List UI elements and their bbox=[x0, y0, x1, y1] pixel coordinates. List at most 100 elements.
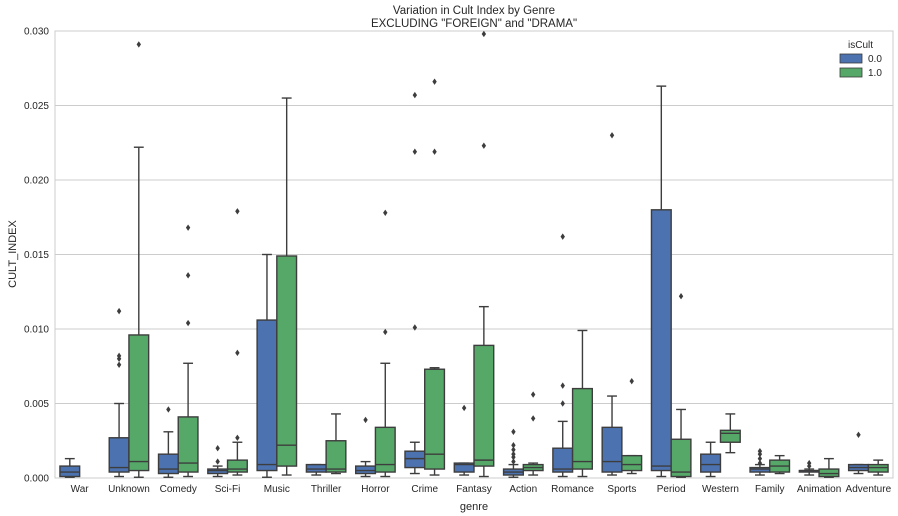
box-crime-1.0 bbox=[424, 78, 446, 476]
plot-frame bbox=[54, 30, 894, 479]
box-iqr bbox=[157, 453, 179, 475]
box-comedy-1.0 bbox=[177, 224, 199, 478]
box-action-1.0 bbox=[522, 391, 544, 476]
outlier-point bbox=[185, 224, 191, 231]
x-tick-label: Unknown bbox=[108, 484, 150, 495]
y-tick-labels: 0.000 0.005 0.010 0.015 0.020 0.025 0.030 bbox=[24, 27, 49, 485]
box-western-0.0 bbox=[700, 441, 722, 478]
x-tick-label: Western bbox=[702, 484, 739, 495]
y-tick-label: 0.005 bbox=[24, 399, 49, 410]
outlier-point bbox=[185, 319, 191, 327]
box-iqr bbox=[749, 466, 771, 473]
box-thriller-0.0 bbox=[305, 463, 327, 476]
box-unknown-1.0 bbox=[128, 41, 150, 478]
box-period-0.0 bbox=[650, 85, 672, 478]
chart-subtitle: EXCLUDING "FOREIGN" and "DRAMA" bbox=[371, 18, 577, 30]
outlier-point bbox=[363, 416, 368, 424]
box-family-1.0 bbox=[769, 454, 791, 475]
chart-title: Variation in Cult Index by Genre bbox=[393, 5, 555, 17]
outlier-point bbox=[511, 428, 516, 436]
box-sci-fi-1.0 bbox=[226, 208, 248, 476]
y-tick-label: 0.030 bbox=[24, 27, 49, 38]
box-iqr bbox=[670, 438, 692, 478]
outlier-point bbox=[481, 142, 487, 149]
outlier-point bbox=[511, 446, 516, 453]
outlier-point bbox=[511, 442, 516, 449]
x-tick-label: Adventure bbox=[846, 484, 892, 495]
box-iqr bbox=[650, 209, 672, 472]
box-romance-1.0 bbox=[571, 329, 594, 478]
outlier-point bbox=[856, 431, 861, 438]
outlier-point bbox=[116, 307, 122, 315]
legend-label-1: 1.0 bbox=[868, 68, 882, 79]
box-crime-0.0 bbox=[404, 91, 426, 475]
outlier-point bbox=[461, 404, 467, 412]
y-tick-label: 0.015 bbox=[24, 250, 49, 261]
outlier-point bbox=[235, 349, 240, 357]
outlier-point bbox=[235, 434, 240, 441]
box-war-0.0 bbox=[59, 457, 81, 478]
x-tick-label: Period bbox=[657, 484, 686, 495]
box-iqr bbox=[226, 459, 248, 473]
y-tick-label: 0.010 bbox=[24, 325, 49, 336]
outlier-point bbox=[166, 406, 171, 413]
y-tick-label: 0.025 bbox=[24, 101, 49, 112]
box-iqr bbox=[256, 319, 278, 472]
x-tick-label: Sci-Fi bbox=[215, 484, 241, 495]
x-tick-label: Family bbox=[755, 484, 784, 495]
box-music-1.0 bbox=[276, 97, 298, 476]
box-fantasy-1.0 bbox=[473, 30, 495, 478]
box-period-1.0 bbox=[670, 293, 692, 478]
x-tick-label: Fantasy bbox=[456, 484, 492, 495]
box-romance-0.0 bbox=[552, 233, 574, 478]
x-tick-label: Sports bbox=[607, 484, 636, 495]
outlier-point bbox=[215, 458, 220, 465]
outlier-point bbox=[560, 382, 565, 389]
box-unknown-0.0 bbox=[108, 307, 130, 478]
box-adventure-0.0 bbox=[847, 431, 870, 475]
box-iqr bbox=[601, 426, 623, 473]
legend-label-0: 0.0 bbox=[868, 54, 882, 65]
box-western-1.0 bbox=[719, 413, 741, 454]
outlier-point bbox=[629, 377, 634, 385]
box-iqr bbox=[354, 465, 377, 475]
x-tick-label: Horror bbox=[361, 484, 390, 495]
outlier-point bbox=[757, 459, 763, 467]
box-animation-1.0 bbox=[818, 457, 840, 478]
box-iqr bbox=[424, 368, 446, 470]
box-action-0.0 bbox=[502, 428, 524, 478]
outlier-point bbox=[215, 445, 220, 452]
box-series-group bbox=[59, 30, 889, 478]
x-tick-label: Music bbox=[264, 484, 290, 495]
x-tick-labels: War Unknown Comedy Sci-Fi Music Thriller Horro… bbox=[71, 484, 892, 495]
legend-swatch-1 bbox=[839, 67, 863, 78]
box-horror-1.0 bbox=[374, 209, 396, 478]
x-tick-label: Comedy bbox=[160, 484, 197, 495]
outlier-point bbox=[511, 458, 516, 465]
x-axis-label: genre bbox=[460, 501, 488, 513]
box-fantasy-0.0 bbox=[453, 404, 475, 476]
outlier-point bbox=[511, 450, 516, 458]
box-iqr bbox=[276, 255, 298, 467]
y-tick-label: 0.000 bbox=[24, 474, 49, 485]
outlier-point bbox=[383, 328, 388, 336]
box-iqr bbox=[305, 463, 327, 473]
box-iqr bbox=[59, 465, 81, 478]
outlier-point bbox=[757, 455, 763, 462]
box-iqr bbox=[207, 468, 229, 475]
outlier-point bbox=[412, 91, 418, 99]
box-iqr bbox=[374, 426, 396, 473]
box-sci-fi-0.0 bbox=[207, 445, 229, 478]
outlier-point bbox=[530, 415, 536, 422]
outlier-point bbox=[116, 352, 122, 360]
box-iqr bbox=[719, 429, 741, 443]
box-iqr bbox=[621, 454, 643, 472]
box-iqr bbox=[177, 416, 199, 473]
y-tick-label: 0.020 bbox=[24, 176, 49, 187]
outlier-point bbox=[432, 148, 437, 155]
box-animation-0.0 bbox=[798, 459, 820, 476]
outlier-point bbox=[560, 400, 565, 407]
box-comedy-0.0 bbox=[157, 406, 179, 478]
box-iqr bbox=[818, 468, 840, 478]
